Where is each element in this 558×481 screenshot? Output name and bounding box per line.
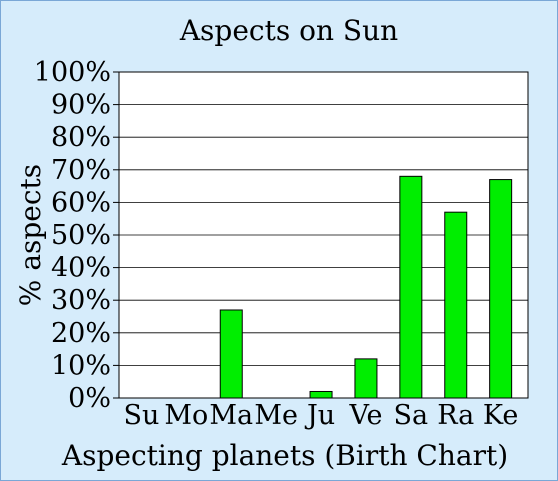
x-axis-ticks: Su Mo Ma Me Ju Ve Sa Ra Ke — [124, 400, 519, 431]
y-tick-label: 0% — [68, 383, 111, 414]
y-tick-label: 30% — [51, 285, 111, 316]
y-tick-label: 10% — [51, 350, 111, 381]
y-tick-label: 70% — [51, 155, 111, 186]
y-axis-ticks: 0%10%20%30%40%50%60%70%80%90%100% — [34, 57, 119, 414]
bar-ju — [309, 390, 333, 399]
x-tick-label: Ke — [483, 400, 518, 431]
y-tick-label: 50% — [51, 220, 111, 251]
bar-ra — [444, 211, 468, 399]
y-tick-label: 60% — [51, 187, 111, 218]
x-tick-label: Sa — [394, 400, 429, 431]
y-tick-label: 40% — [51, 253, 111, 284]
x-tick-label: Me — [254, 400, 298, 431]
y-axis-label: % aspects — [14, 164, 47, 306]
bar-ke — [489, 179, 513, 399]
bar-ve — [354, 358, 378, 399]
y-tick-label: 90% — [51, 90, 111, 121]
x-tick-label: Mo — [164, 400, 208, 431]
bars — [219, 175, 513, 399]
y-tick-label: 100% — [34, 57, 111, 88]
y-tick-label: 20% — [51, 318, 111, 349]
y-tick-label: 80% — [51, 122, 111, 153]
bar-ma — [219, 309, 243, 399]
x-axis-label: Aspecting planets (Birth Chart) — [61, 439, 508, 472]
x-tick-label: Ra — [437, 400, 474, 431]
bar-sa — [399, 175, 423, 399]
x-tick-label: Ma — [209, 400, 253, 431]
chart-title: Aspects on Sun — [179, 14, 398, 47]
x-tick-label: Ju — [304, 400, 335, 431]
x-tick-label: Ve — [348, 400, 382, 431]
x-tick-label: Su — [124, 400, 160, 431]
